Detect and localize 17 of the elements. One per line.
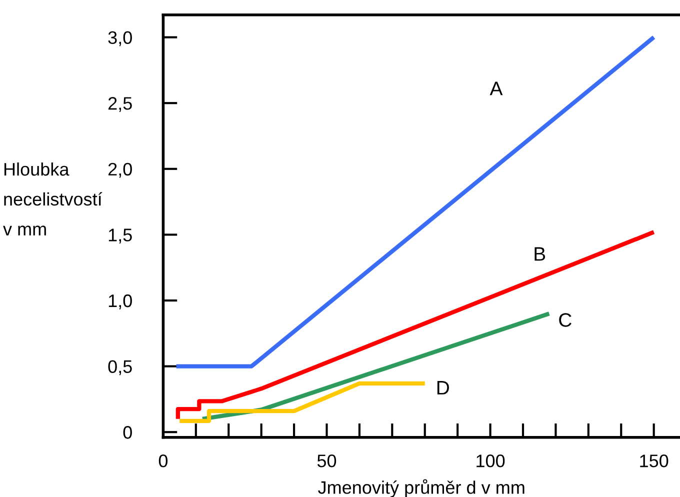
y-tick-label: 2,5: [108, 97, 132, 112]
y-tick-label: 3,0: [108, 31, 132, 46]
text: A: [490, 82, 503, 96]
y-tick-label: 0,5: [108, 360, 132, 376]
y-tick-label: 2,0: [108, 162, 132, 178]
y-tick-label: 1,0: [108, 294, 132, 310]
series-label: C: [559, 313, 572, 327]
y-axis-title: Hloubka necelistvostí v mm: [3, 162, 102, 236]
x-tick-label: 150: [640, 454, 668, 468]
x-tick-label: 0: [158, 454, 168, 468]
y-tick-label: 0: [123, 426, 132, 439]
x-tick-label: 100: [476, 454, 505, 468]
series-label: B: [534, 247, 546, 261]
x-axis-title: Jmenovitý průměr d v mm: [318, 479, 524, 497]
y-tick-label: 1,5: [108, 228, 132, 244]
series-label: D: [437, 381, 449, 394]
x-tick-label: 50: [317, 454, 336, 468]
